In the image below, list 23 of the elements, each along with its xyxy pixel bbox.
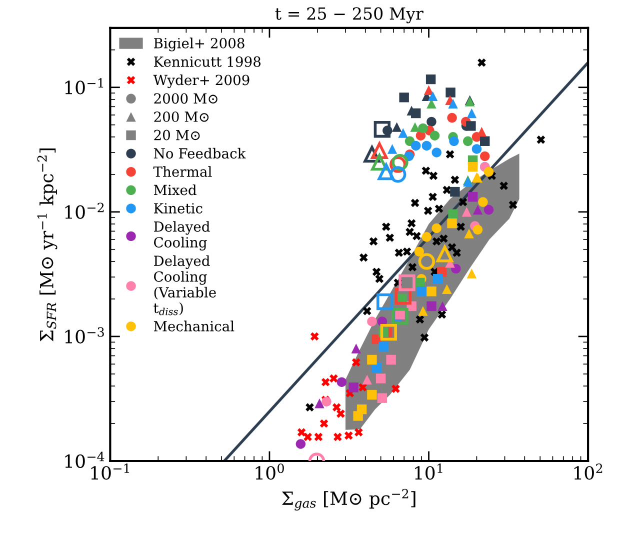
y-tick-label: 10$^{−2}$ bbox=[65, 202, 104, 219]
x-tick-label: 10$^{1}$ bbox=[415, 464, 442, 480]
legend-label: Thermal bbox=[153, 166, 212, 177]
legend-label: Kennicutt 1998 bbox=[154, 56, 261, 67]
legend-label: 2000 M⊙ bbox=[154, 93, 218, 104]
legend-label: Mixed bbox=[154, 184, 196, 196]
x-tick-label: 10$^{0}$ bbox=[256, 464, 284, 480]
legend-label: Mechanical bbox=[154, 320, 234, 332]
x-tick-label: 10$^{2}$ bbox=[574, 464, 602, 480]
legend-label: No Feedback bbox=[154, 148, 246, 159]
legend-label: Kinetic bbox=[154, 203, 202, 214]
x-axis-title: Σ$_{gas}$ [M⊙ pc$^{−2}$] bbox=[282, 488, 416, 510]
y-tick-label: 10$^{−3}$ bbox=[65, 327, 104, 344]
y-axis-title: Σ$_{SFR}$ [M⊙ yr$^{−1}$ kpc$^{−2}$] bbox=[37, 148, 58, 342]
chart-title: t = 25 − 250 Myr bbox=[275, 7, 424, 24]
legend-label: Bigiel+ 2008 bbox=[154, 38, 244, 52]
legend-label: Wyder+ 2009 bbox=[153, 74, 250, 88]
x-tick-label: 10$^{−1}$ bbox=[91, 464, 130, 480]
y-tick-label: 10$^{−1}$ bbox=[65, 78, 104, 94]
legend-label: 200 M⊙ bbox=[154, 112, 209, 122]
legend-label: 20 M⊙ bbox=[154, 130, 200, 140]
legend-label: Delayed Cooling (Variable t$_{diss}$) bbox=[154, 255, 216, 316]
legend-label: Delayed Cooling bbox=[154, 221, 210, 250]
